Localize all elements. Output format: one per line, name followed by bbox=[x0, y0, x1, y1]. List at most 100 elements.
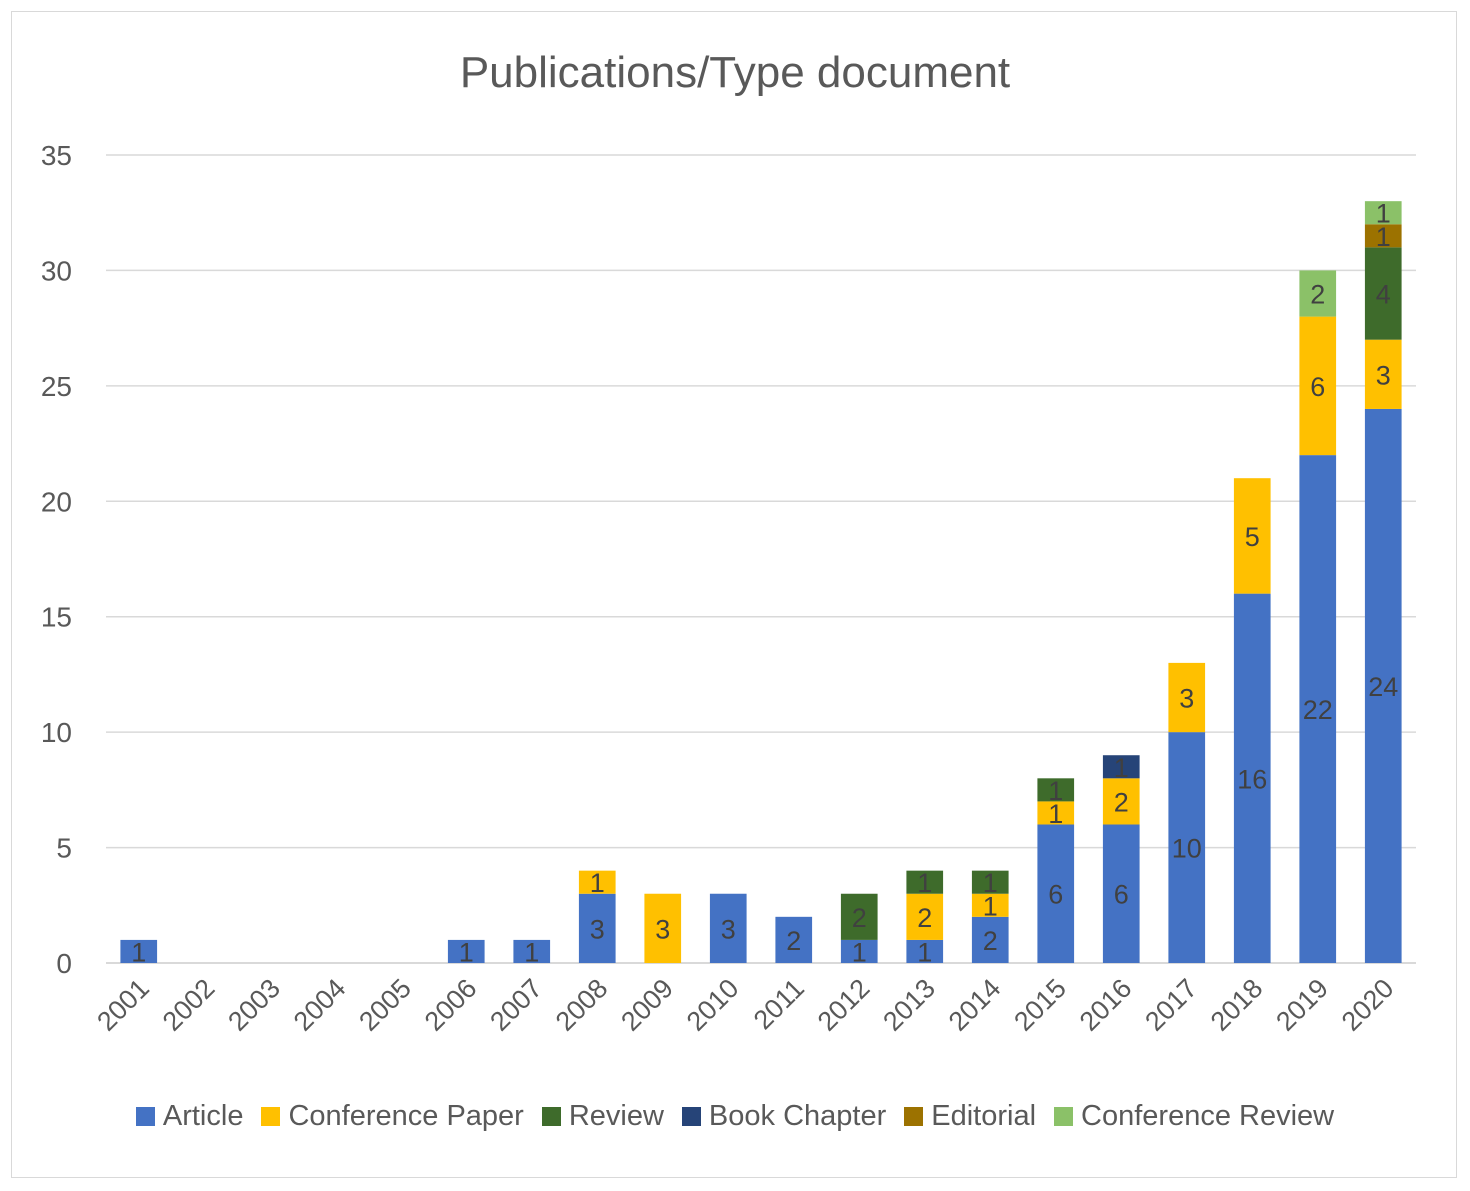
legend-swatch bbox=[135, 1107, 155, 1126]
x-tick-label: 2016 bbox=[1074, 973, 1138, 1037]
data-label: 1 bbox=[1048, 776, 1063, 806]
bar-article bbox=[120, 939, 158, 963]
legend-item: Book Chapter bbox=[681, 1100, 887, 1133]
data-label: 3 bbox=[590, 914, 605, 944]
legend-label: Book Chapter bbox=[708, 1100, 887, 1132]
x-tick-label: 2009 bbox=[615, 973, 679, 1037]
bar-article bbox=[578, 893, 616, 963]
legend-item: Article bbox=[135, 1100, 243, 1133]
data-label: 1 bbox=[917, 868, 932, 898]
data-label: 3 bbox=[721, 914, 736, 944]
data-label: 3 bbox=[1376, 360, 1391, 390]
bar-conference-paper bbox=[1102, 778, 1140, 825]
data-label: 2 bbox=[786, 926, 801, 956]
bar-article bbox=[709, 893, 747, 963]
bar-review bbox=[840, 893, 878, 940]
bar-review bbox=[1037, 778, 1075, 802]
data-label: 6 bbox=[1310, 372, 1325, 402]
data-label: 2 bbox=[983, 926, 998, 956]
data-label: 16 bbox=[1237, 764, 1267, 794]
bar-article bbox=[1037, 824, 1075, 963]
bar-conference-paper bbox=[1037, 801, 1075, 825]
bar-book-chapter bbox=[1102, 755, 1140, 779]
x-tick-label: 2018 bbox=[1205, 973, 1269, 1037]
chart-legend: Article Conference Paper Review Book Chapte… bbox=[0, 1100, 1470, 1133]
data-label: 1 bbox=[1376, 222, 1391, 252]
data-label: 1 bbox=[590, 868, 605, 898]
bar-conference-review bbox=[1299, 270, 1337, 317]
bar-article bbox=[447, 939, 485, 963]
bar-conference-paper bbox=[906, 893, 944, 940]
legend-swatch bbox=[681, 1107, 701, 1126]
data-label: 2 bbox=[917, 903, 932, 933]
data-label: 3 bbox=[1179, 684, 1194, 714]
data-label: 6 bbox=[1048, 880, 1063, 910]
y-tick-label: 10 bbox=[41, 717, 72, 748]
bar-review bbox=[906, 870, 944, 894]
data-label: 2 bbox=[1310, 280, 1325, 310]
data-label: 1 bbox=[852, 937, 867, 967]
x-tick-label: 2001 bbox=[91, 973, 155, 1037]
data-label: 6 bbox=[1114, 880, 1129, 910]
legend-swatch bbox=[1054, 1107, 1074, 1126]
y-tick-label: 35 bbox=[41, 140, 72, 171]
bar-article bbox=[1168, 732, 1206, 963]
bar-article bbox=[513, 939, 551, 963]
y-tick-label: 30 bbox=[41, 255, 72, 286]
bar-editorial bbox=[1364, 224, 1402, 248]
x-tick-label: 2012 bbox=[812, 973, 876, 1037]
bar-conference-paper bbox=[1299, 316, 1337, 456]
x-tick-label: 2014 bbox=[943, 973, 1007, 1037]
bar-article bbox=[1102, 824, 1140, 963]
chart-title: Publications/Type document bbox=[459, 48, 1011, 97]
data-label: 1 bbox=[917, 937, 932, 967]
bar-article bbox=[906, 939, 944, 963]
legend-item: Conference Review bbox=[1054, 1100, 1334, 1133]
data-label: 1 bbox=[1048, 799, 1063, 829]
data-label: 1 bbox=[983, 868, 998, 898]
bar-article bbox=[1364, 408, 1402, 963]
x-tick-label: 2008 bbox=[550, 973, 614, 1037]
x-tick-label: 2011 bbox=[748, 973, 810, 1035]
y-tick-label: 25 bbox=[41, 371, 72, 402]
x-tick-label: 2006 bbox=[419, 973, 483, 1037]
legend-label: Conference Review bbox=[1081, 1100, 1335, 1132]
data-label: 24 bbox=[1368, 672, 1398, 702]
x-tick-label: 2007 bbox=[484, 973, 548, 1037]
data-label: 3 bbox=[655, 914, 670, 944]
x-tick-label: 2010 bbox=[681, 973, 745, 1037]
bar-conference-paper bbox=[971, 893, 1009, 917]
bar-conference-review bbox=[1364, 201, 1402, 225]
bar-article bbox=[1233, 593, 1271, 963]
data-label: 22 bbox=[1303, 695, 1333, 725]
legend-swatch bbox=[261, 1107, 281, 1126]
bar-conference-paper bbox=[1168, 662, 1206, 733]
data-label: 2 bbox=[852, 903, 867, 933]
data-label: 1 bbox=[524, 937, 539, 967]
bar-review bbox=[971, 870, 1009, 894]
bar-article bbox=[840, 939, 878, 963]
data-label: 2 bbox=[1114, 787, 1129, 817]
y-tick-label: 5 bbox=[56, 833, 72, 864]
legend-item: Editorial bbox=[904, 1100, 1036, 1133]
data-label: 1 bbox=[1376, 199, 1391, 229]
x-tick-label: 2004 bbox=[288, 973, 352, 1037]
y-tick-label: 20 bbox=[41, 486, 72, 517]
bar-article bbox=[1299, 455, 1337, 963]
bar-conference-paper bbox=[1364, 339, 1402, 409]
bar-conference-paper bbox=[644, 893, 682, 963]
legend-label: Review bbox=[568, 1100, 664, 1132]
y-tick-label: 0 bbox=[56, 948, 72, 979]
data-label: 1 bbox=[459, 937, 474, 967]
x-tick-label: 2019 bbox=[1270, 973, 1334, 1037]
bar-review bbox=[1364, 247, 1402, 340]
bar-article bbox=[775, 916, 813, 963]
x-tick-label: 2017 bbox=[1139, 973, 1203, 1037]
bar-conference-paper bbox=[1233, 478, 1271, 594]
data-label: 5 bbox=[1245, 522, 1260, 552]
legend-swatch bbox=[541, 1107, 561, 1126]
x-tick-label: 2003 bbox=[222, 973, 286, 1037]
x-tick-label: 2015 bbox=[1008, 973, 1072, 1037]
data-label: 1 bbox=[131, 937, 146, 967]
